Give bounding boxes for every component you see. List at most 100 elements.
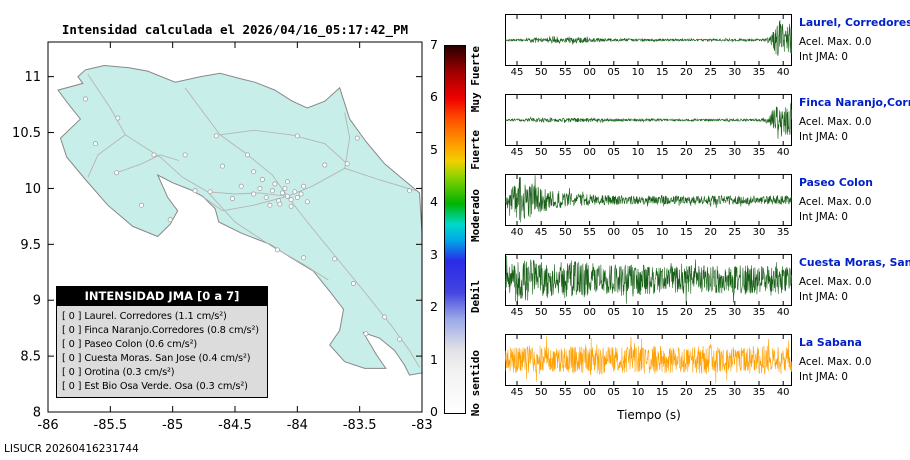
station-dot bbox=[294, 133, 300, 139]
acel-max-label: Acel. Max. 0.0 bbox=[799, 276, 872, 288]
time-tick-label: 50 bbox=[534, 147, 548, 158]
station-dot bbox=[304, 199, 310, 205]
legend-item: [ 0 ] Orotina (0.3 cm/s²) bbox=[62, 366, 175, 378]
station-dot bbox=[151, 152, 157, 158]
time-tick-label: 10 bbox=[631, 387, 645, 398]
colorbar-tick-label: 3 bbox=[430, 246, 438, 262]
map-figure: Intensidad calculada el 2026/04/16_05:17… bbox=[4, 22, 482, 455]
time-tick-label: 00 bbox=[583, 147, 596, 158]
station-dot bbox=[269, 188, 275, 194]
time-tick-label: 05 bbox=[631, 227, 645, 238]
time-tick-label: 45 bbox=[534, 227, 548, 238]
station-dot bbox=[332, 256, 338, 262]
colorbar-tick-label: 0 bbox=[430, 404, 438, 419]
time-tick-label: 05 bbox=[607, 147, 621, 158]
station-dot bbox=[267, 202, 273, 208]
map-plot: -86 -85.5 -85 -84.5 -84 -83.5 -83 8 8.5 9 9.5 10 10.… bbox=[12, 41, 433, 433]
lat-tick-label: 9 bbox=[33, 294, 41, 309]
time-tick-label: 10 bbox=[655, 227, 669, 238]
legend-item: [ 0 ] Paseo Colon (0.6 cm/s²) bbox=[62, 338, 198, 350]
time-tick-label: 05 bbox=[607, 67, 621, 78]
intensity-category-label: Moderado bbox=[469, 188, 482, 242]
lon-tick-label: -85 bbox=[162, 418, 183, 433]
acel-max-label: Acel. Max. 0.0 bbox=[799, 356, 872, 368]
station-dot bbox=[251, 191, 257, 197]
station-dot bbox=[259, 177, 265, 182]
time-tick-label: 35 bbox=[752, 67, 766, 78]
time-tick-label: 20 bbox=[704, 227, 717, 238]
station-dot bbox=[301, 255, 307, 261]
station-dot bbox=[92, 141, 98, 147]
station-dot bbox=[274, 247, 280, 253]
waveform-plot bbox=[505, 94, 792, 146]
time-tick-label: 15 bbox=[655, 147, 669, 158]
waveform-plot bbox=[505, 14, 792, 66]
acel-max-label: Acel. Max. 0.0 bbox=[799, 116, 872, 128]
time-tick-label: 20 bbox=[680, 307, 693, 318]
station-dot bbox=[282, 185, 288, 191]
time-tick-label: 05 bbox=[607, 307, 621, 318]
station-dot bbox=[279, 190, 285, 196]
time-tick-label: 50 bbox=[534, 387, 548, 398]
seismogram-row: 45 50 55 00 05 10 15 20 25 30 35 40 Finca Naranjo,C… bbox=[505, 94, 910, 166]
legend-item: [ 0 ] Cuesta Moras. San Jose (0.4 cm/s²) bbox=[62, 352, 251, 364]
intensity-category-label: No sentido bbox=[469, 350, 482, 417]
seismogram-row: 45 50 55 00 05 10 15 20 25 30 35 40 Cuesta Moras, S… bbox=[505, 254, 910, 326]
time-axis: 40 45 50 55 00 05 10 15 20 25 30 35 bbox=[505, 227, 792, 240]
station-dot bbox=[363, 331, 369, 337]
lon-tick-label: -84 bbox=[287, 418, 308, 433]
road-line bbox=[344, 112, 351, 169]
time-tick-label: 20 bbox=[680, 387, 693, 398]
time-tick-label: 45 bbox=[510, 387, 524, 398]
station-dot bbox=[220, 163, 225, 169]
time-tick-label: 20 bbox=[680, 147, 693, 158]
road-line bbox=[87, 134, 126, 178]
station-dot bbox=[230, 196, 235, 201]
legend-body: [ 0 ] Laurel. Corredores (1.1 cm/s²) [ 0… bbox=[57, 306, 267, 397]
time-tick-label: 15 bbox=[655, 67, 669, 78]
station-dot bbox=[139, 202, 144, 208]
time-tick-label: 30 bbox=[728, 67, 742, 78]
lat-tick-label: 8.5 bbox=[20, 350, 41, 365]
station-dot bbox=[397, 336, 403, 342]
station-dot bbox=[298, 191, 304, 197]
intensity-category-label: Muy Fuerte bbox=[469, 46, 482, 113]
time-tick-label: 30 bbox=[728, 387, 742, 398]
seismogram-row: 40 45 50 55 00 05 10 15 20 25 30 35 Paseo Colon Ace… bbox=[505, 174, 910, 246]
time-tick-label: 15 bbox=[655, 307, 669, 318]
waveform-trace bbox=[505, 336, 792, 384]
colorbar-tick-label: 5 bbox=[430, 141, 438, 157]
waveform-plot bbox=[505, 334, 792, 386]
legend-item: [ 0 ] Laurel. Corredores (1.1 cm/s²) bbox=[62, 310, 227, 322]
station-dot bbox=[284, 179, 290, 185]
time-tick-label: 55 bbox=[583, 227, 596, 238]
lat-tick-label: 10 bbox=[24, 182, 41, 197]
road-line bbox=[287, 196, 420, 368]
int-jma-label: Int JMA: 0 bbox=[799, 291, 848, 303]
country-polygon bbox=[57, 64, 422, 376]
station-dot bbox=[354, 135, 360, 141]
station-info: La Sabana Acel. Max. 0.0 Int JMA: 0 bbox=[799, 336, 910, 383]
time-tick-label: 00 bbox=[583, 307, 596, 318]
station-dot bbox=[114, 170, 120, 176]
station-dot bbox=[407, 188, 412, 194]
station-dot bbox=[322, 162, 328, 168]
seismogram-row: 45 50 55 00 05 10 15 20 25 30 35 40 La Sabana Acel.… bbox=[505, 334, 910, 406]
lat-tick-label: 9.5 bbox=[20, 238, 41, 253]
time-tick-label: 35 bbox=[752, 307, 766, 318]
time-tick-label: 35 bbox=[776, 227, 790, 238]
lat-tick-label: 8 bbox=[33, 406, 41, 421]
figure-title: Intensidad calculada el 2026/04/16_05:17… bbox=[61, 22, 409, 37]
station-info: Cuesta Moras, San Jose Acel. Max. 0.0 In… bbox=[799, 256, 910, 303]
time-tick-label: 30 bbox=[728, 147, 742, 158]
road-line bbox=[207, 191, 329, 281]
time-axis-title: Tiempo (s) bbox=[617, 408, 681, 422]
time-tick-label: 50 bbox=[534, 307, 548, 318]
time-tick-label: 25 bbox=[704, 307, 717, 318]
time-axis: 45 50 55 00 05 10 15 20 25 30 35 40 bbox=[505, 147, 792, 160]
waveform-plot bbox=[505, 254, 792, 306]
legend-item: [ 0 ] Finca Naranjo.Corredores (0.8 cm/s… bbox=[62, 324, 259, 336]
legend-title: INTENSIDAD JMA [0 a 7] bbox=[57, 287, 267, 306]
time-tick-label: 30 bbox=[728, 307, 742, 318]
station-dot bbox=[292, 189, 298, 195]
